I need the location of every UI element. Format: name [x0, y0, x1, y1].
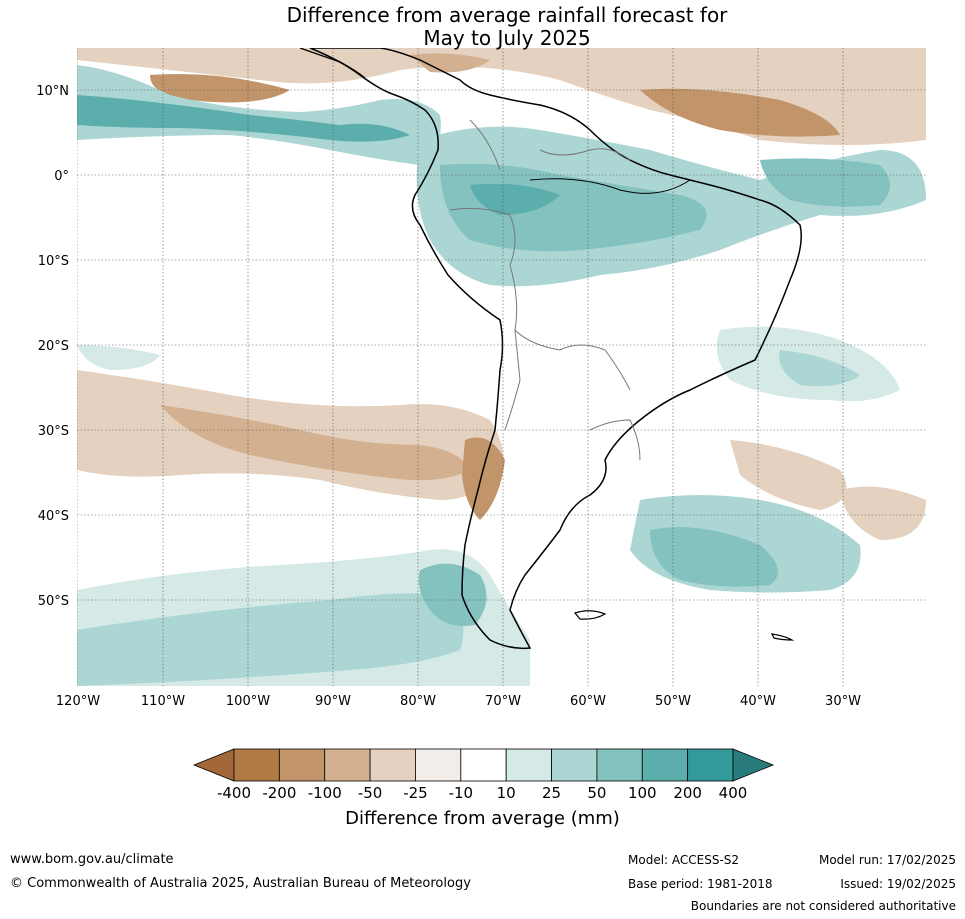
lon-label-30W: 30°W [825, 694, 861, 709]
colorbar-label: Difference from average (mm) [345, 808, 620, 829]
dry-anomaly-north-core [150, 74, 290, 103]
colorbar-extend-low [192, 748, 235, 782]
lon-label-40W: 40°W [740, 694, 776, 709]
boundaries-note: Boundaries are not considered authoritat… [690, 899, 956, 913]
country-borders [449, 119, 641, 461]
dry-anomaly-south-atlantic-2 [840, 486, 926, 540]
dry-anomaly-chile [462, 437, 505, 520]
colorbar-segment [460, 748, 507, 782]
title-line-1: Difference from average rainfall forecas… [286, 3, 728, 27]
colorbar-segment [278, 748, 326, 782]
wet-anomaly-brazil-coast-core [779, 350, 860, 387]
lat-label-30S: 30°S [38, 424, 69, 439]
colorbar-tick-label: 25 [542, 784, 561, 802]
lon-label-70W: 70°W [485, 694, 521, 709]
colorbar-tick-label: 10 [497, 784, 516, 802]
south-america-coastline [309, 48, 802, 650]
lon-label-120W: 120°W [56, 694, 100, 709]
colorbar-segment [415, 748, 462, 782]
wet-anomaly-southern-ocean-core [77, 593, 464, 686]
lat-label-10N: 10°N [36, 84, 69, 99]
colorbar-tick-label: 50 [587, 784, 606, 802]
lat-label-10S: 10°S [38, 254, 69, 269]
dry-anomaly-south-atlantic-1 [730, 440, 847, 510]
colorbar-segment [324, 748, 371, 782]
issued-text: Issued: 19/02/2025 [840, 877, 956, 891]
colorbar-segment [641, 748, 689, 782]
colorbar: -400 -200 -100 -50 -25 -10 10 25 50 100 200 400 [192, 748, 775, 802]
lat-label-20S: 20°S [38, 339, 69, 354]
colorbar-tick-label: -10 [449, 784, 474, 802]
colorbar-tick-label: -100 [308, 784, 342, 802]
lat-label-40S: 40°S [38, 509, 69, 524]
central-america-coastline [299, 48, 366, 79]
colorbar-tick-label: 200 [673, 784, 702, 802]
colorbar-tick-label: 100 [628, 784, 657, 802]
colorbar-segment [233, 748, 280, 782]
base-period-text: Base period: 1981-2018 [628, 877, 773, 891]
lon-label-110W: 110°W [141, 694, 185, 709]
colorbar-segment [551, 748, 598, 782]
lon-label-80W: 80°W [400, 694, 436, 709]
colorbar-segment [505, 748, 552, 782]
wet-anomaly-east-pacific-core [77, 95, 410, 142]
colorbar-tick-label: -50 [358, 784, 383, 802]
colorbar-segment [369, 748, 416, 782]
lon-label-50W: 50°W [655, 694, 691, 709]
title-line-2: May to July 2025 [423, 26, 591, 50]
lon-label-60W: 60°W [570, 694, 606, 709]
colorbar-tick-label: 400 [719, 784, 748, 802]
colorbar-segment [596, 748, 643, 782]
wet-anomaly-south-atlantic-core [650, 527, 778, 587]
colorbar-tick-label: -400 [217, 784, 251, 802]
wet-anomaly-amazon-peak [470, 183, 560, 215]
model-text: Model: ACCESS-S2 [628, 853, 740, 867]
lon-label-100W: 100°W [226, 694, 270, 709]
wet-anomaly-patagonia [418, 563, 487, 626]
dry-anomaly-south-pacific-core [160, 405, 470, 481]
colorbar-segment [687, 748, 734, 782]
model-run-text: Model run: 17/02/2025 [818, 853, 956, 867]
south-georgia [770, 633, 795, 641]
colorbar-tick-label: -200 [262, 784, 296, 802]
amazon-river [529, 178, 691, 194]
copyright-text: © Commonwealth of Australia 2025, Austra… [10, 876, 471, 891]
dry-anomaly-caribbean [640, 88, 840, 137]
map-title: Difference from average rainfall forecas… [0, 4, 965, 50]
lon-label-90W: 90°W [315, 694, 351, 709]
colorbar-extend-high [732, 748, 775, 782]
lat-label-0: 0° [54, 169, 69, 184]
gridlines [77, 48, 926, 686]
wet-anomaly-atlantic-eq [760, 158, 890, 207]
lat-label-50S: 50°S [38, 594, 69, 609]
website-text: www.bom.gov.au/climate [10, 852, 174, 867]
dry-anomaly-caribbean-core [410, 53, 490, 73]
wet-anomaly-west-pacific [77, 345, 160, 370]
colorbar-tick-label: -25 [403, 784, 428, 802]
falkland-islands [573, 610, 607, 620]
